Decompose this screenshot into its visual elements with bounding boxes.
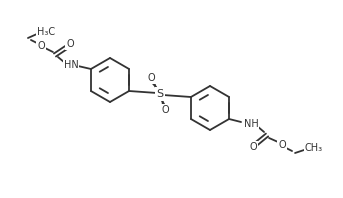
Text: CH₃: CH₃: [305, 143, 323, 153]
Text: O: O: [161, 105, 169, 115]
Text: H₃C: H₃C: [37, 27, 55, 37]
Text: NH: NH: [244, 119, 258, 129]
Text: HN: HN: [63, 60, 78, 70]
Text: O: O: [249, 142, 257, 152]
Text: O: O: [147, 73, 155, 83]
Text: O: O: [37, 41, 45, 51]
Text: O: O: [278, 140, 286, 150]
Text: S: S: [156, 89, 164, 99]
Text: O: O: [66, 39, 74, 49]
